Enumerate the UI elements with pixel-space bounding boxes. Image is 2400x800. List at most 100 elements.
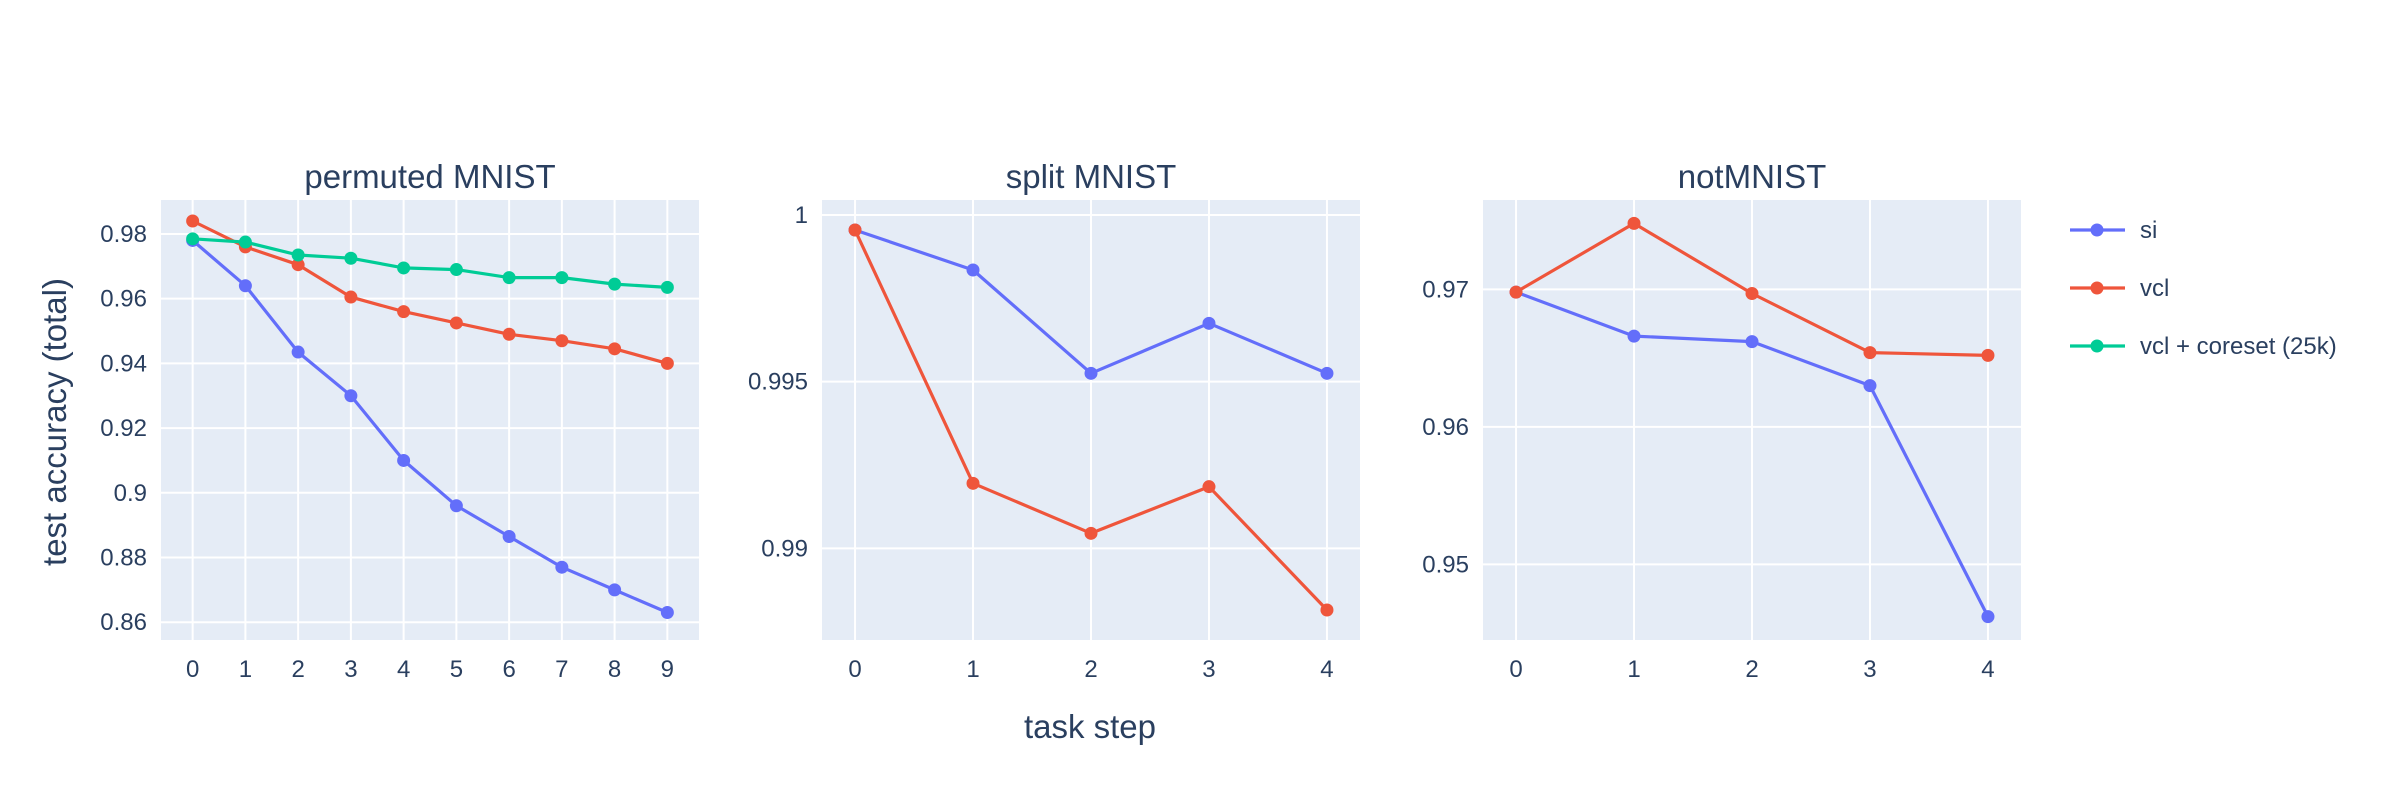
data-point (555, 560, 569, 574)
x-tick-label: 0 (848, 656, 861, 683)
data-point (1981, 348, 1995, 362)
data-point (449, 316, 463, 330)
legend-marker (2090, 223, 2104, 237)
panel-0: 0 1 2 3 4 5 6 7 8 9 0.86 0.88 0.9 0.92 0.94 0.96 0.98 per… (100, 158, 699, 683)
chart-panels: 0 1 2 3 4 5 6 7 8 9 0.86 0.88 0.9 0.92 0.94 0.96 0.98 per… (100, 158, 2021, 683)
y-tick-label: 0.97 (1422, 276, 1469, 303)
x-tick-label: 3 (344, 656, 357, 683)
x-tick-label: 2 (1745, 656, 1758, 683)
legend-label: si (2140, 217, 2157, 244)
legend-item[interactable]: si (2070, 217, 2157, 244)
data-point (449, 499, 463, 513)
x-tick-label: 6 (502, 656, 515, 683)
x-tick-label: 2 (1084, 656, 1097, 683)
data-point (1863, 346, 1877, 360)
legend-label: vcl (2140, 275, 2169, 302)
data-point (1084, 366, 1098, 380)
data-point (344, 389, 358, 403)
data-point (1981, 610, 1995, 624)
data-point (660, 356, 674, 370)
data-point (397, 305, 411, 319)
data-point (660, 280, 674, 294)
data-point (186, 232, 200, 246)
data-point (1509, 285, 1523, 299)
y-tick-label: 0.92 (100, 415, 147, 442)
legend-marker (2090, 339, 2104, 353)
x-tick-label: 4 (397, 656, 410, 683)
data-point (449, 263, 463, 277)
data-point (502, 271, 516, 285)
y-tick-label: 0.9 (114, 480, 147, 507)
x-tick-label: 0 (1509, 656, 1522, 683)
data-point (1627, 329, 1641, 343)
data-point (660, 606, 674, 619)
x-tick-label: 5 (450, 656, 463, 683)
data-point (1320, 366, 1334, 380)
y-tick-label: 0.98 (100, 221, 147, 248)
x-tick-label: 4 (1320, 656, 1333, 683)
data-point (1202, 480, 1216, 494)
y-tick-label: 0.95 (1422, 551, 1469, 578)
plot-background (161, 200, 699, 640)
legend-label: vcl + coreset (25k) (2140, 333, 2337, 360)
legend: si vcl vcl + coreset (25k) (2070, 217, 2337, 360)
data-point (344, 251, 358, 265)
y-tick-label: 0.94 (100, 350, 147, 377)
data-point (502, 327, 516, 341)
x-tick-label: 3 (1863, 656, 1876, 683)
x-tick-label: 8 (608, 656, 621, 683)
y-tick-label: 1 (795, 202, 808, 229)
data-point (1320, 603, 1334, 617)
series-line (191, 219, 668, 365)
panel-1: 0 1 2 3 4 0.99 0.995 1 split MNIST (748, 158, 1360, 683)
panel-title: permuted MNIST (304, 158, 555, 195)
legend-item[interactable]: vcl + coreset (25k) (2070, 333, 2337, 360)
data-point (848, 223, 862, 237)
data-point (291, 345, 305, 359)
y-tick-label: 0.96 (100, 286, 147, 313)
data-point (291, 258, 305, 272)
data-point (1202, 316, 1216, 330)
panel-title: notMNIST (1678, 158, 1827, 195)
panel-title: split MNIST (1006, 158, 1177, 195)
data-point (344, 290, 358, 304)
x-tick-label: 7 (555, 656, 568, 683)
data-point (1627, 216, 1641, 230)
series-line (192, 237, 668, 289)
x-tick-label: 1 (966, 656, 979, 683)
y-tick-label: 0.99 (761, 535, 808, 562)
x-tick-label: 4 (1981, 656, 1994, 683)
data-point (608, 277, 622, 291)
x-tick-label: 1 (239, 656, 252, 683)
data-point (555, 271, 569, 285)
x-axis-title: task step (1024, 708, 1156, 745)
legend-marker (2090, 281, 2104, 295)
data-point (1745, 287, 1759, 300)
data-point (397, 453, 411, 467)
y-tick-label: 0.88 (100, 545, 147, 572)
data-point (502, 529, 516, 543)
legend-item[interactable]: vcl (2070, 275, 2169, 302)
panel-2: 0 1 2 3 4 0.95 0.96 0.97 notMNIST (1422, 158, 2021, 683)
data-point (186, 214, 200, 228)
data-point (291, 248, 305, 262)
data-point (608, 583, 622, 597)
data-point (966, 476, 980, 490)
x-tick-label: 0 (186, 656, 199, 683)
data-point (966, 263, 980, 277)
x-tick-label: 1 (1627, 656, 1640, 683)
data-point (1745, 335, 1759, 349)
series-line (191, 239, 669, 614)
x-tick-label: 3 (1202, 656, 1215, 683)
data-point (1084, 526, 1098, 540)
y-tick-label: 0.96 (1422, 414, 1469, 441)
x-tick-label: 2 (291, 656, 304, 683)
data-point (1863, 379, 1877, 393)
y-axis-title: test accuracy (total) (36, 278, 73, 566)
data-point (238, 279, 252, 293)
y-tick-label: 0.995 (748, 369, 808, 396)
data-point (555, 334, 569, 348)
y-tick-label: 0.86 (100, 609, 147, 636)
x-tick-label: 9 (661, 656, 674, 683)
